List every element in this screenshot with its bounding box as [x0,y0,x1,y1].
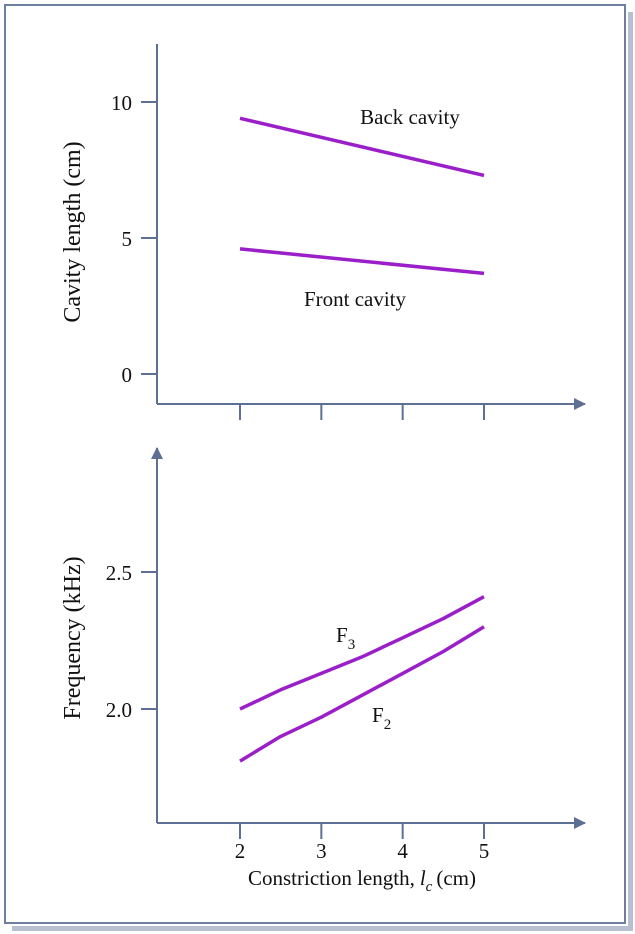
top-y-tick-label-2: 10 [111,91,132,115]
bottom-x-tick-label-3: 5 [479,839,490,863]
f2-label-subscript: 2 [384,717,392,733]
f3-label-letter: F [336,623,348,647]
cavity-length-chart: 0 5 10 Cavity length (cm) Back cavity Fron… [60,44,586,420]
bottom-x-axis-label: Constriction length, lc (cm) [248,866,476,895]
front-cavity-line [239,247,485,276]
bottom-y-axis-label: Frequency (kHz) [60,556,86,719]
f3-line [239,595,485,711]
back-cavity-label: Back cavity [360,105,460,129]
x-label-symbol: l [420,866,426,890]
f2-line [239,625,485,763]
f3-label-subscript: 3 [348,637,356,653]
frame-shadow-bottom [12,926,633,931]
front-cavity-label: Front cavity [304,287,407,311]
bottom-y-tick-label-1: 2.5 [106,561,132,585]
f2-label: F2 [372,703,391,733]
x-label-text: Constriction length, [248,866,415,890]
x-label-subscript: c [426,879,433,895]
bottom-y-tick-label-0: 2.0 [106,698,132,722]
back-cavity-line [239,116,485,178]
top-y-tick-label-0: 0 [122,363,133,387]
top-y-tick-label-1: 5 [122,227,133,251]
bottom-x-tick-label-2: 4 [397,839,408,863]
f2-label-letter: F [372,703,384,727]
top-y-axis-label: Cavity length (cm) [60,141,86,322]
frame-shadow-right [628,12,633,928]
bottom-x-tick-label-1: 3 [316,839,327,863]
figure-frame [4,4,626,924]
bottom-x-tick-label-0: 2 [235,839,246,863]
f3-label: F3 [336,623,355,653]
x-label-unit: (cm) [436,866,476,890]
